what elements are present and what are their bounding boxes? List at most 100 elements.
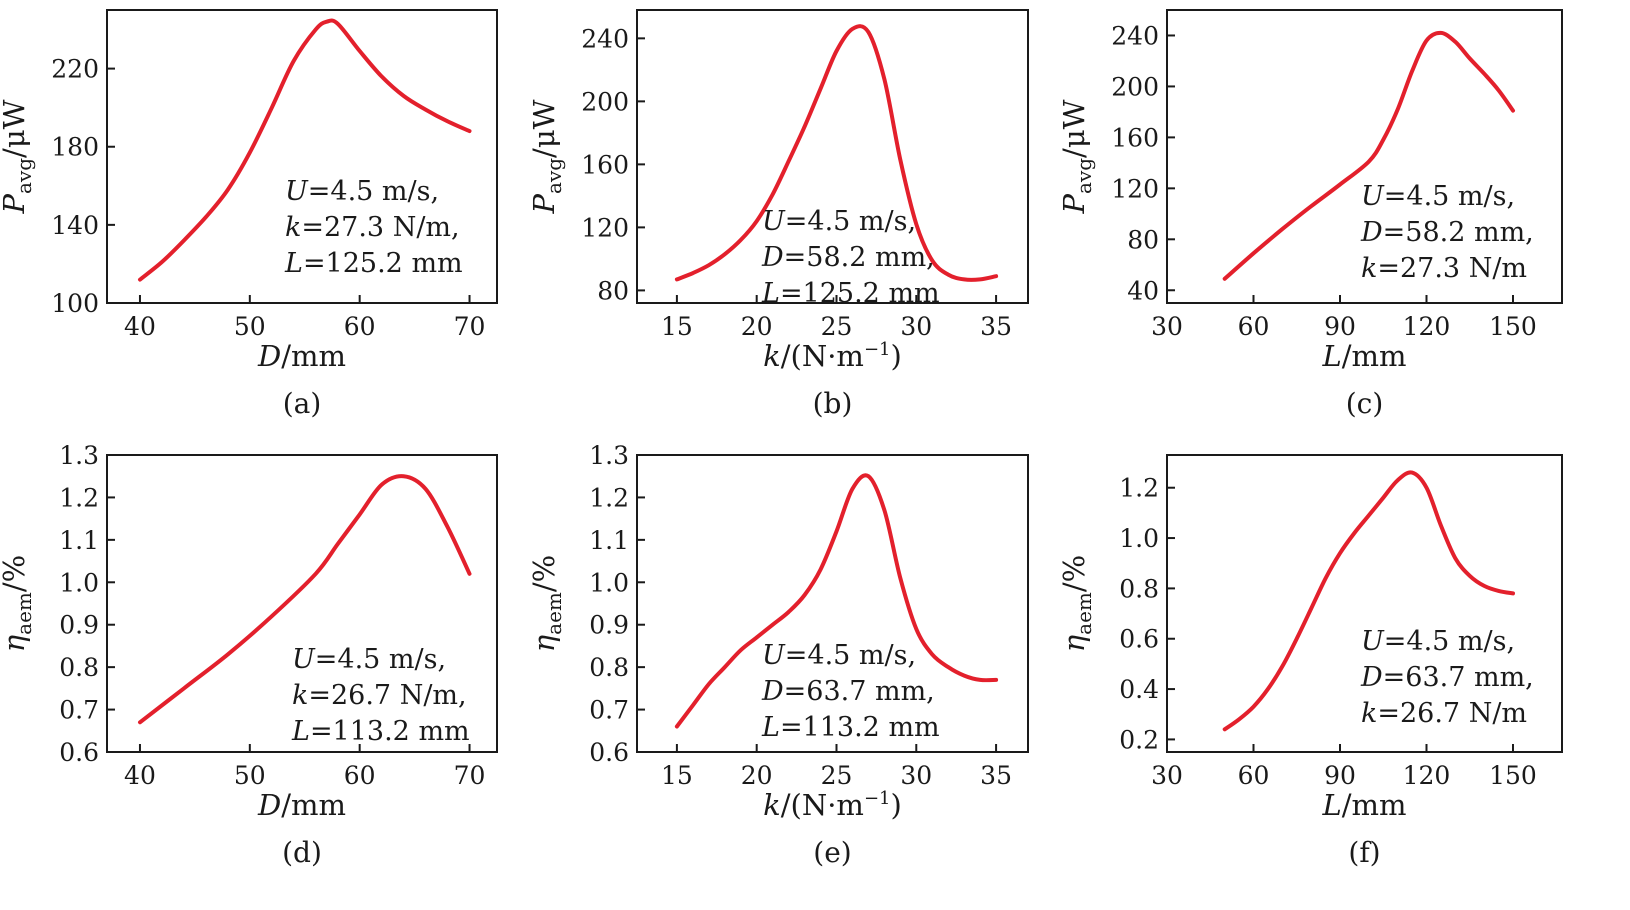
y-tick-label: 160: [1111, 123, 1159, 152]
y-tick-label: 200: [1111, 72, 1159, 101]
x-tick-label: 90: [1324, 312, 1356, 341]
y-tick-label: 80: [597, 276, 629, 305]
y-tick-label: 1.0: [1119, 524, 1159, 553]
y-tick-label: 0.7: [589, 696, 629, 725]
y-axis-label: ηaem/%: [527, 555, 566, 652]
series-line-1: [138, 474, 472, 725]
parameter-annotation: L=113.2 mm: [761, 712, 940, 743]
chart-panel-6: 30 60 90 120 150 0.2 0.4 0.6 0.8 1.0 1.2 L/mm ηaem/%…: [1057, 454, 1563, 869]
y-tick-label: 1.2: [1119, 474, 1159, 503]
x-tick-label: 30: [900, 761, 932, 790]
parameter-annotation: D=58.2 mm,: [1360, 217, 1534, 248]
panel-label: (f): [1348, 836, 1380, 869]
chart-panel-1: 40 50 60 70 100 140 180 220 D/mm Pavg/μW U=4.5 m/s…: [0, 9, 498, 420]
x-axis-label: D/mm: [257, 339, 346, 373]
x-tick-label: 35: [980, 312, 1012, 341]
series-line-1: [1222, 470, 1515, 732]
x-axis-label: D/mm: [257, 788, 346, 822]
y-tick-label: 1.1: [59, 526, 99, 555]
axes-frame: [106, 454, 498, 753]
y-tick-label: 120: [1111, 174, 1159, 203]
axes-frame: [106, 9, 498, 304]
x-tick-label: 35: [980, 761, 1012, 790]
x-tick-label: 150: [1489, 312, 1537, 341]
y-tick-label: 1.3: [589, 441, 629, 470]
y-tick-label: 0.8: [589, 653, 629, 682]
y-tick-label: 80: [1127, 225, 1159, 254]
x-tick-label: 30: [1151, 761, 1183, 790]
x-tick-label: 30: [1151, 312, 1183, 341]
y-axis-label: ηaem/%: [0, 555, 36, 652]
x-tick-label: 40: [124, 761, 156, 790]
y-tick-label: 0.7: [59, 696, 99, 725]
y-tick-label: 240: [581, 24, 629, 53]
parameter-annotation: L=125.2 mm: [284, 248, 463, 279]
axes-frame: [1166, 9, 1563, 304]
panel-label: (c): [1346, 387, 1384, 420]
series-line-1: [138, 18, 472, 282]
axes-frame: [636, 9, 1029, 304]
parameter-annotation: D=63.7 mm,: [761, 676, 935, 707]
y-tick-label: 0.8: [1119, 574, 1159, 603]
x-tick-label: 20: [741, 312, 773, 341]
y-tick-label: 160: [581, 150, 629, 179]
y-tick-label: 200: [581, 87, 629, 116]
panel-label: (a): [283, 387, 322, 420]
panel-label: (d): [282, 836, 322, 869]
y-tick-label: 220: [51, 55, 99, 84]
series-line-1: [674, 24, 999, 282]
y-tick-label: 0.8: [59, 653, 99, 682]
x-tick-label: 70: [454, 312, 486, 341]
x-tick-label: 50: [234, 312, 266, 341]
parameter-annotation: k=27.3 N/m,: [285, 212, 460, 243]
parameter-annotation: U=4.5 m/s,: [292, 644, 446, 675]
chart-panel-2: 15 20 25 30 35 80 120 160 200 240 k/(N·m−1) Pavg/μW…: [527, 9, 1029, 420]
x-tick-label: 60: [344, 761, 376, 790]
y-axis-label: ηaem/%: [1057, 555, 1096, 652]
parameter-annotation: k=27.3 N/m: [1361, 253, 1527, 284]
parameter-annotation: L=125.2 mm: [761, 278, 940, 309]
x-tick-label: 60: [344, 312, 376, 341]
panel-label: (b): [813, 387, 853, 420]
x-tick-label: 150: [1489, 761, 1537, 790]
y-tick-label: 1.2: [589, 483, 629, 512]
x-tick-label: 120: [1403, 312, 1451, 341]
x-axis-label: k/(N·m−1): [763, 339, 902, 373]
chart-panel-5: 15 20 25 30 35 0.6 0.7 0.8 0.9 1.0 1.1 1.2 1.3 k/(N·m…: [527, 441, 1029, 869]
chart-panel-4: 40 50 60 70 0.6 0.7 0.8 0.9 1.0 1.1 1.2 1.3 D/mm ηaem…: [0, 441, 498, 869]
x-tick-label: 25: [821, 312, 853, 341]
y-tick-label: 100: [51, 289, 99, 318]
parameter-annotation: D=58.2 mm,: [761, 242, 935, 273]
x-tick-label: 20: [741, 761, 773, 790]
y-tick-label: 0.2: [1119, 725, 1159, 754]
y-tick-label: 0.9: [59, 611, 99, 640]
x-tick-label: 60: [1238, 761, 1270, 790]
y-tick-label: 1.1: [589, 526, 629, 555]
y-tick-label: 140: [51, 211, 99, 240]
parameter-annotation: k=26.7 N/m,: [292, 680, 467, 711]
x-tick-label: 60: [1238, 312, 1270, 341]
y-tick-label: 0.6: [59, 738, 99, 767]
x-tick-label: 15: [661, 761, 693, 790]
series-line-1: [674, 473, 999, 729]
parameter-annotation: U=4.5 m/s,: [285, 176, 439, 207]
x-axis-label: k/(N·m−1): [763, 788, 902, 822]
series-line-1: [1222, 30, 1515, 281]
y-tick-label: 40: [1127, 276, 1159, 305]
x-axis-label: L/mm: [1321, 788, 1406, 822]
parameter-annotation: U=4.5 m/s,: [1361, 626, 1515, 657]
x-tick-label: 15: [661, 312, 693, 341]
parameter-annotation: U=4.5 m/s,: [762, 640, 916, 671]
y-axis-label: Pavg/μW: [1057, 99, 1096, 214]
parameter-annotation: D=63.7 mm,: [1360, 662, 1534, 693]
parameter-annotation: U=4.5 m/s,: [762, 206, 916, 237]
y-tick-label: 120: [581, 213, 629, 242]
y-tick-label: 0.9: [589, 611, 629, 640]
y-tick-label: 1.0: [589, 568, 629, 597]
y-tick-label: 0.6: [589, 738, 629, 767]
y-tick-label: 1.0: [59, 568, 99, 597]
y-tick-label: 180: [51, 133, 99, 162]
y-tick-label: 1.2: [59, 483, 99, 512]
x-tick-label: 25: [821, 761, 853, 790]
